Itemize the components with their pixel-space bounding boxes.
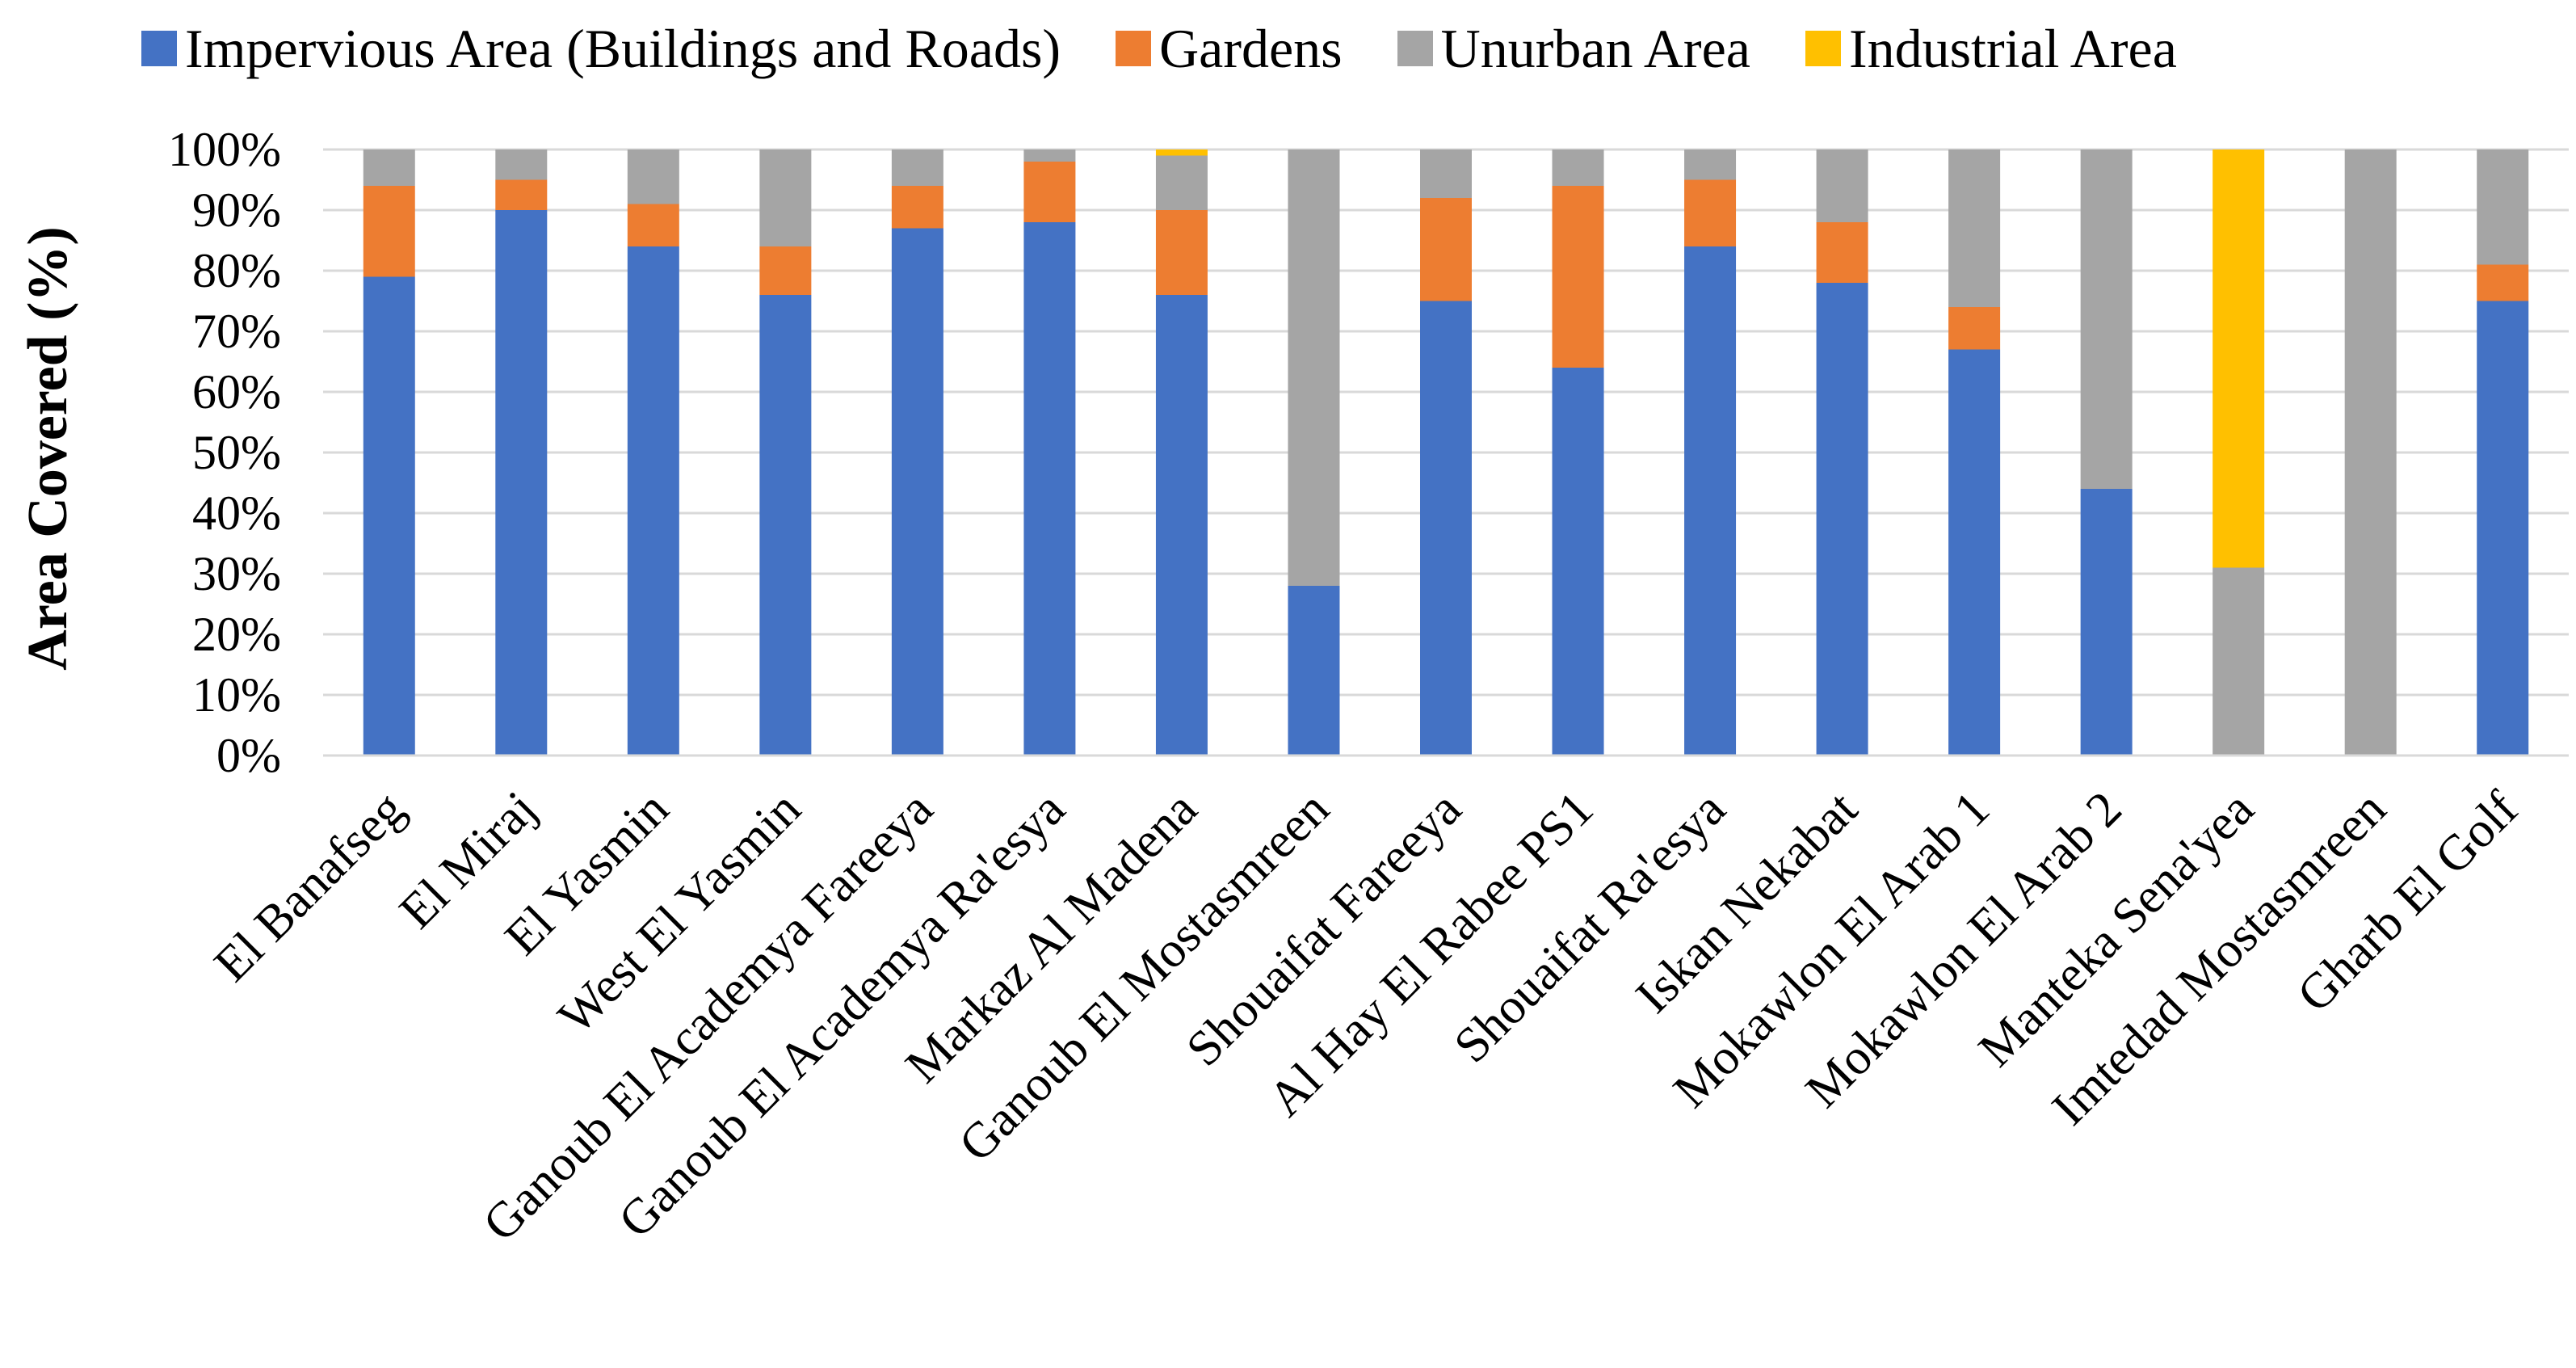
bar-segment: [1948, 349, 2001, 756]
y-tick-label: 30%: [192, 547, 281, 600]
legend-label-gardens: Gardens: [1159, 17, 1343, 79]
bar-segment: [1684, 246, 1737, 756]
bar-segment: [1816, 283, 1868, 756]
y-tick-label: 90%: [192, 183, 281, 237]
y-tick-label: 70%: [192, 305, 281, 358]
bar-segment: [1155, 295, 1208, 756]
legend-item-impervious: Impervious Area (Buildings and Roads): [141, 17, 1061, 81]
bar-segment: [1684, 149, 1737, 180]
y-tick-label: 0%: [216, 729, 281, 782]
legend-swatch-unurban: [1397, 31, 1433, 66]
legend-label-unurban: Unurban Area: [1440, 17, 1750, 79]
bar-segment: [2213, 149, 2265, 568]
bar-segment: [1552, 149, 1604, 186]
legend-item-industrial: Industrial Area: [1805, 17, 2177, 81]
bar-segment: [2213, 567, 2265, 756]
legend-label-industrial: Industrial Area: [1848, 17, 2177, 79]
bar-segment: [1552, 368, 1604, 756]
legend-swatch-industrial: [1805, 31, 1841, 66]
legend-item-unurban: Unurban Area: [1397, 17, 1750, 81]
legend-item-gardens: Gardens: [1116, 17, 1343, 81]
y-tick-label: 100%: [168, 123, 281, 176]
bar-segment: [1816, 222, 1868, 283]
bars: [363, 149, 2529, 756]
bar-segment: [2080, 489, 2133, 756]
bar-segment: [1288, 149, 1340, 586]
bar-segment: [2344, 149, 2397, 756]
bar-segment: [759, 149, 812, 246]
bar-segment: [1023, 162, 1076, 222]
bar-segment: [1288, 586, 1340, 756]
bar-segment: [891, 228, 943, 756]
y-axis-title: Area Covered (%): [17, 226, 79, 670]
y-axis-ticks: 0% 10% 20% 30% 40% 50% 60% 70% 80% 90% 100%: [168, 123, 281, 782]
y-tick-label: 20%: [192, 608, 281, 661]
bar-segment: [1420, 301, 1472, 756]
bar-segment: [1155, 149, 1208, 156]
bar-segment: [363, 276, 415, 756]
bar-segment: [1948, 149, 2001, 307]
bar-segment: [627, 246, 679, 756]
bar-segment: [759, 295, 812, 756]
bar-segment: [495, 210, 548, 756]
bar-segment: [2477, 264, 2529, 301]
bar-segment: [2477, 149, 2529, 265]
legend-swatch-gardens: [1116, 31, 1152, 66]
bar-segment: [1552, 186, 1604, 368]
bar-segment: [1155, 210, 1208, 295]
bar-segment: [1023, 222, 1076, 756]
bar-segment: [363, 149, 415, 186]
legend-swatch-impervious: [141, 31, 177, 66]
bar-segment: [2080, 149, 2133, 489]
y-tick-label: 80%: [192, 244, 281, 297]
bar-segment: [1023, 149, 1076, 162]
bar-segment: [627, 204, 679, 246]
x-tick-label: El Banafseg: [204, 781, 415, 992]
y-tick-label: 50%: [192, 426, 281, 479]
bar-segment: [1684, 179, 1737, 246]
bar-segment: [495, 149, 548, 180]
bar-segment: [1420, 149, 1472, 198]
legend-label-impervious: Impervious Area (Buildings and Roads): [185, 17, 1061, 79]
bar-segment: [627, 149, 679, 204]
bar-segment: [1420, 198, 1472, 301]
bar-segment: [1816, 149, 1868, 222]
bar-segment: [891, 186, 943, 229]
bar-segment: [2477, 301, 2529, 756]
y-tick-label: 10%: [192, 668, 281, 722]
bar-segment: [1948, 307, 2001, 350]
bar-segment: [495, 179, 548, 210]
bar-segment: [363, 186, 415, 277]
y-tick-label: 60%: [192, 365, 281, 419]
legend: Impervious Area (Buildings and Roads) Ga…: [141, 8, 2232, 89]
bar-segment: [891, 149, 943, 186]
bar-segment: [1155, 155, 1208, 210]
y-tick-label: 40%: [192, 486, 281, 540]
bar-segment: [759, 246, 812, 295]
